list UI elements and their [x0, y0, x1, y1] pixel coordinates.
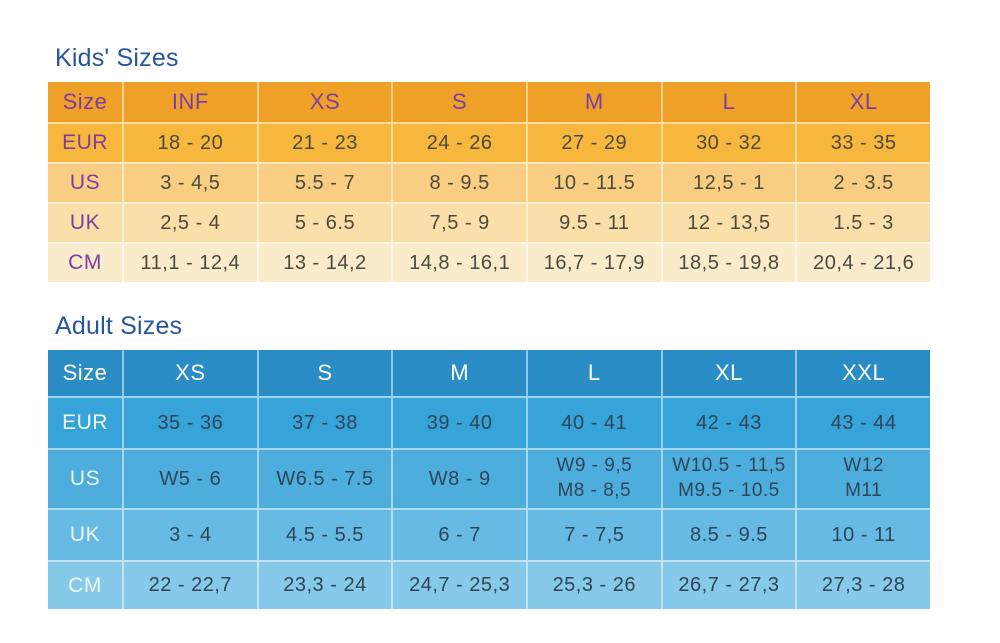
kids-size-cell: 30 - 32 — [660, 122, 796, 162]
adult-size-cell: W8 - 9 — [391, 448, 526, 508]
kids-size-cell: 2,5 - 4 — [122, 202, 257, 242]
kids-size-cell: 12,5 - 1 — [660, 162, 796, 202]
kids-size-cell: 3 - 4,5 — [122, 162, 257, 202]
kids-size-cell: 7,5 - 9 — [391, 202, 526, 242]
adult-row-label: UK — [48, 508, 122, 560]
adult-column-header: XXL — [795, 350, 930, 396]
kids-size-cell: 16,7 - 17,9 — [525, 242, 661, 282]
adult-row-us: US W5 - 6 W6.5 - 7.5 W8 - 9 W9 - 9,5 M8 - 8,… — [48, 448, 930, 508]
kids-size-cell: 18 - 20 — [122, 122, 257, 162]
adult-sizes-title: Adult Sizes — [55, 312, 183, 340]
kids-size-cell: 9.5 - 11 — [525, 202, 661, 242]
adult-size-cell: 35 - 36 — [122, 396, 257, 448]
adult-size-cell: 25,3 - 26 — [525, 560, 661, 609]
adult-column-header: M — [391, 350, 526, 396]
kids-size-cell: 11,1 - 12,4 — [122, 242, 257, 282]
kids-sizes-title: Kids' Sizes — [55, 44, 179, 72]
kids-row-label: CM — [48, 242, 122, 282]
adult-size-cell: W9 - 9,5 M8 - 8,5 — [525, 448, 661, 508]
adult-row-label: EUR — [48, 396, 122, 448]
kids-column-header: S — [391, 82, 526, 122]
kids-column-header: L — [660, 82, 796, 122]
kids-size-cell: 5.5 - 7 — [256, 162, 392, 202]
kids-column-header: Size — [48, 82, 122, 122]
adult-size-cell: 6 - 7 — [391, 508, 526, 560]
adult-size-cell: 22 - 22,7 — [122, 560, 257, 609]
kids-size-cell: 21 - 23 — [256, 122, 392, 162]
kids-size-cell: 5 - 6.5 — [256, 202, 392, 242]
adult-column-header: XL — [660, 350, 796, 396]
adult-row-label: CM — [48, 560, 122, 609]
kids-size-cell: 10 - 11.5 — [525, 162, 661, 202]
kids-row-label: US — [48, 162, 122, 202]
kids-size-table: Size INF XS S M L XL EUR 18 - 20 21 - 23 24 - 26 2… — [48, 82, 930, 282]
adult-size-cell: 27,3 - 28 — [795, 560, 930, 609]
kids-row-label: UK — [48, 202, 122, 242]
adult-size-cell: W12 M11 — [795, 448, 930, 508]
adult-column-header: Size — [48, 350, 122, 396]
adult-size-cell: 7 - 7,5 — [525, 508, 661, 560]
adult-size-cell: 42 - 43 — [660, 396, 796, 448]
adult-size-cell: 4.5 - 5.5 — [256, 508, 392, 560]
kids-size-cell: 14,8 - 16,1 — [391, 242, 526, 282]
adult-header-row: Size XS S M L XL XXL — [48, 350, 930, 396]
kids-column-header: XS — [256, 82, 392, 122]
adult-size-cell: 10 - 11 — [795, 508, 930, 560]
kids-sizes-section: Kids' Sizes Size INF XS S M L XL EUR 18 - 20 21 … — [48, 44, 930, 282]
adult-size-cell: W5 - 6 — [122, 448, 257, 508]
adult-row-eur: EUR 35 - 36 37 - 38 39 - 40 40 - 41 42 - 43 43… — [48, 396, 930, 448]
kids-size-cell: 20,4 - 21,6 — [795, 242, 930, 282]
adult-size-cell: 37 - 38 — [256, 396, 392, 448]
kids-row-cm: CM 11,1 - 12,4 13 - 14,2 14,8 - 16,1 16,7 - … — [48, 242, 930, 282]
kids-size-cell: 24 - 26 — [391, 122, 526, 162]
adult-sizes-section: Adult Sizes Size XS S M L XL XXL EUR 35 - 36 37 … — [48, 312, 930, 609]
adult-size-cell: 40 - 41 — [525, 396, 661, 448]
adult-size-cell: 3 - 4 — [122, 508, 257, 560]
kids-size-cell: 8 - 9.5 — [391, 162, 526, 202]
kids-size-cell: 2 - 3.5 — [795, 162, 930, 202]
adult-column-header: XS — [122, 350, 257, 396]
kids-size-cell: 33 - 35 — [795, 122, 930, 162]
adult-size-cell: 24,7 - 25,3 — [391, 560, 526, 609]
adult-size-table: Size XS S M L XL XXL EUR 35 - 36 37 - 38 39 - 40 4… — [48, 350, 930, 609]
adult-size-cell: W6.5 - 7.5 — [256, 448, 392, 508]
kids-header-row: Size INF XS S M L XL — [48, 82, 930, 122]
adult-column-header: L — [525, 350, 661, 396]
adult-size-cell: 23,3 - 24 — [256, 560, 392, 609]
kids-size-cell: 12 - 13,5 — [660, 202, 796, 242]
adult-row-cm: CM 22 - 22,7 23,3 - 24 24,7 - 25,3 25,3 - 26… — [48, 560, 930, 609]
kids-size-cell: 18,5 - 19,8 — [660, 242, 796, 282]
adult-column-header: S — [256, 350, 392, 396]
adult-size-cell: 43 - 44 — [795, 396, 930, 448]
kids-column-header: INF — [122, 82, 257, 122]
kids-size-cell: 13 - 14,2 — [256, 242, 392, 282]
kids-column-header: M — [525, 82, 661, 122]
kids-row-eur: EUR 18 - 20 21 - 23 24 - 26 27 - 29 30 - 32 33… — [48, 122, 930, 162]
adult-size-cell: 8.5 - 9.5 — [660, 508, 796, 560]
adult-size-cell: 26,7 - 27,3 — [660, 560, 796, 609]
adult-size-cell: 39 - 40 — [391, 396, 526, 448]
adult-row-label: US — [48, 448, 122, 508]
kids-size-cell: 27 - 29 — [525, 122, 661, 162]
kids-column-header: XL — [795, 82, 930, 122]
adult-size-cell: W10.5 - 11,5 M9.5 - 10.5 — [660, 448, 796, 508]
kids-size-cell: 1.5 - 3 — [795, 202, 930, 242]
kids-row-label: EUR — [48, 122, 122, 162]
